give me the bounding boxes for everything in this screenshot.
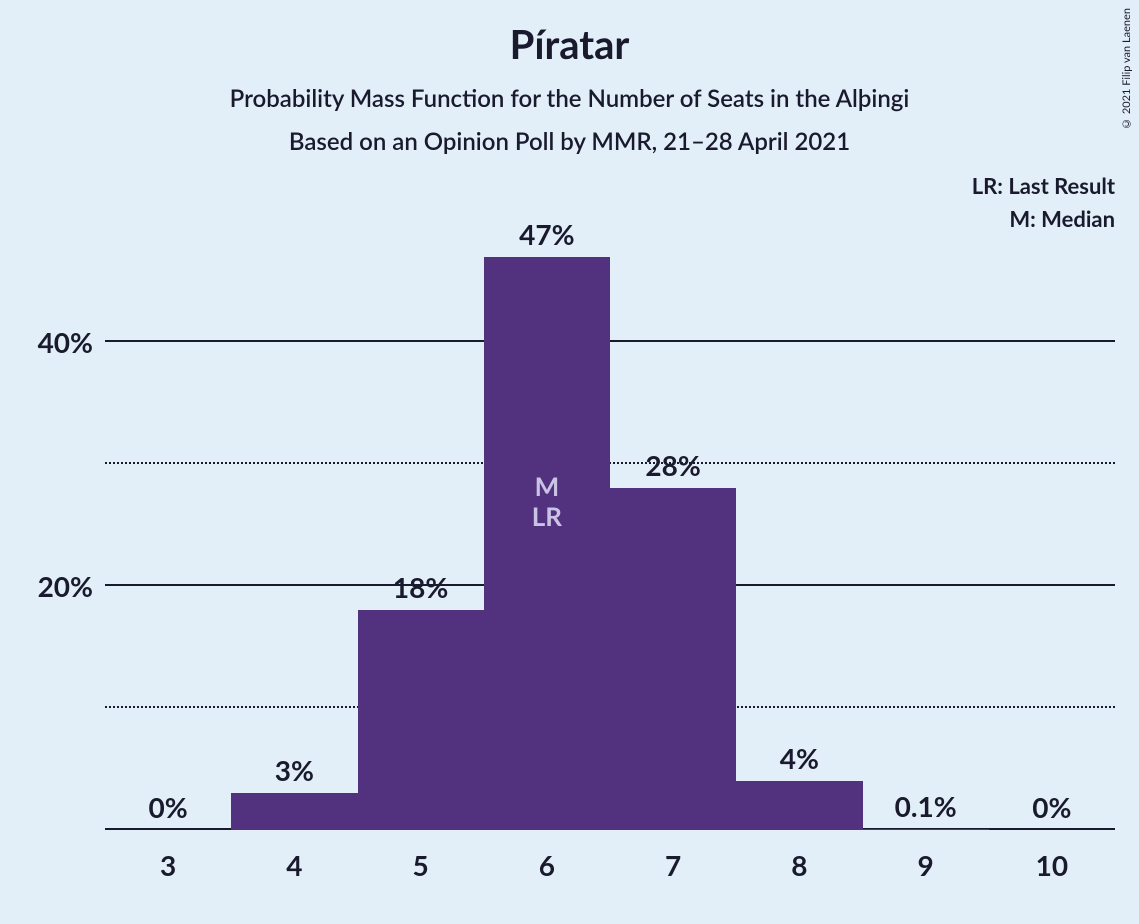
x-tick-label: 6 (539, 830, 555, 882)
x-tick-label: 4 (286, 830, 302, 882)
bar-annotation-line: LR (484, 502, 610, 532)
x-tick-label: 10 (1036, 830, 1068, 882)
y-tick-label: 20% (38, 569, 105, 603)
bar: 47%MLR (484, 257, 610, 830)
bar-rect (484, 257, 610, 830)
bar-rect (736, 781, 862, 830)
chart-subtitle-1: Probability Mass Function for the Number… (0, 84, 1139, 113)
bar: 3% (231, 793, 357, 830)
gridline-minor (105, 462, 1115, 464)
bar-rect (231, 793, 357, 830)
bar-value-label: 28% (645, 448, 700, 488)
copyright-text: © 2021 Filip van Laenen (1120, 8, 1133, 130)
bar: 4% (736, 781, 862, 830)
bar: 18% (358, 610, 484, 830)
bar-value-label: 0% (149, 790, 188, 830)
x-tick-label: 5 (413, 830, 429, 882)
legend-lr: LR: Last Result (885, 172, 1115, 199)
bar-value-label: 3% (275, 753, 314, 793)
bar-value-label: 18% (393, 570, 448, 610)
chart-title: Píratar (0, 0, 1139, 68)
chart-subtitle-2: Based on an Opinion Poll by MMR, 21–28 A… (0, 127, 1139, 156)
x-tick-label: 3 (160, 830, 176, 882)
legend: LR: Last Result M: Median (885, 172, 1115, 238)
chart-container: Píratar Probability Mass Function for th… (0, 0, 1139, 924)
x-tick-label: 7 (665, 830, 681, 882)
bar-value-label: 4% (780, 741, 819, 781)
legend-m: M: Median (885, 205, 1115, 232)
bar: 28% (610, 488, 736, 830)
bar-annotation: MLR (484, 472, 610, 532)
bar-rect (610, 488, 736, 830)
gridline-major (105, 340, 1115, 342)
y-tick-label: 40% (38, 325, 105, 359)
plot-area: 20%40%0%33%418%547%MLR628%74%80.1%90%10 (105, 220, 1115, 830)
bar-value-label: 0.1% (895, 789, 957, 829)
bar-rect (358, 610, 484, 830)
x-tick-label: 8 (791, 830, 807, 882)
x-tick-label: 9 (918, 830, 934, 882)
bar-annotation-line: M (484, 472, 610, 502)
bar-value-label: 47% (519, 217, 574, 257)
bar-value-label: 0% (1032, 790, 1071, 830)
